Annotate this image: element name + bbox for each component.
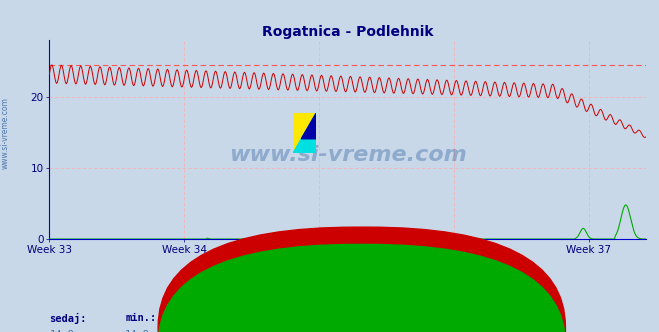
Text: povpr.:: povpr.: <box>201 313 244 323</box>
Polygon shape <box>301 113 316 139</box>
Text: Rogatnica - Podlehnik: Rogatnica - Podlehnik <box>359 313 490 323</box>
Text: Slovenija / reke in morje.: Slovenija / reke in morje. <box>253 251 406 261</box>
Text: maks.:: maks.: <box>273 313 311 323</box>
Text: www.si-vreme.com: www.si-vreme.com <box>229 145 467 165</box>
Text: sedaj:: sedaj: <box>49 313 87 324</box>
Text: www.si-vreme.com: www.si-vreme.com <box>1 97 10 169</box>
Title: Rogatnica - Podlehnik: Rogatnica - Podlehnik <box>262 25 434 39</box>
Text: min.:: min.: <box>125 313 156 323</box>
Text: 14,9: 14,9 <box>49 330 74 332</box>
Text: temperatura[C]: temperatura[C] <box>370 330 458 332</box>
Polygon shape <box>293 113 316 153</box>
Polygon shape <box>293 113 316 153</box>
Text: 14,9: 14,9 <box>125 330 150 332</box>
Text: Meritve: trenutne  Enote: metrične  Črta: prva meritev: Meritve: trenutne Enote: metrične Črta: … <box>171 285 488 297</box>
Text: 24,5: 24,5 <box>273 330 299 332</box>
Text: 21,3: 21,3 <box>201 330 226 332</box>
Text: zadnji mesec / 2 uri.: zadnji mesec / 2 uri. <box>268 268 391 278</box>
